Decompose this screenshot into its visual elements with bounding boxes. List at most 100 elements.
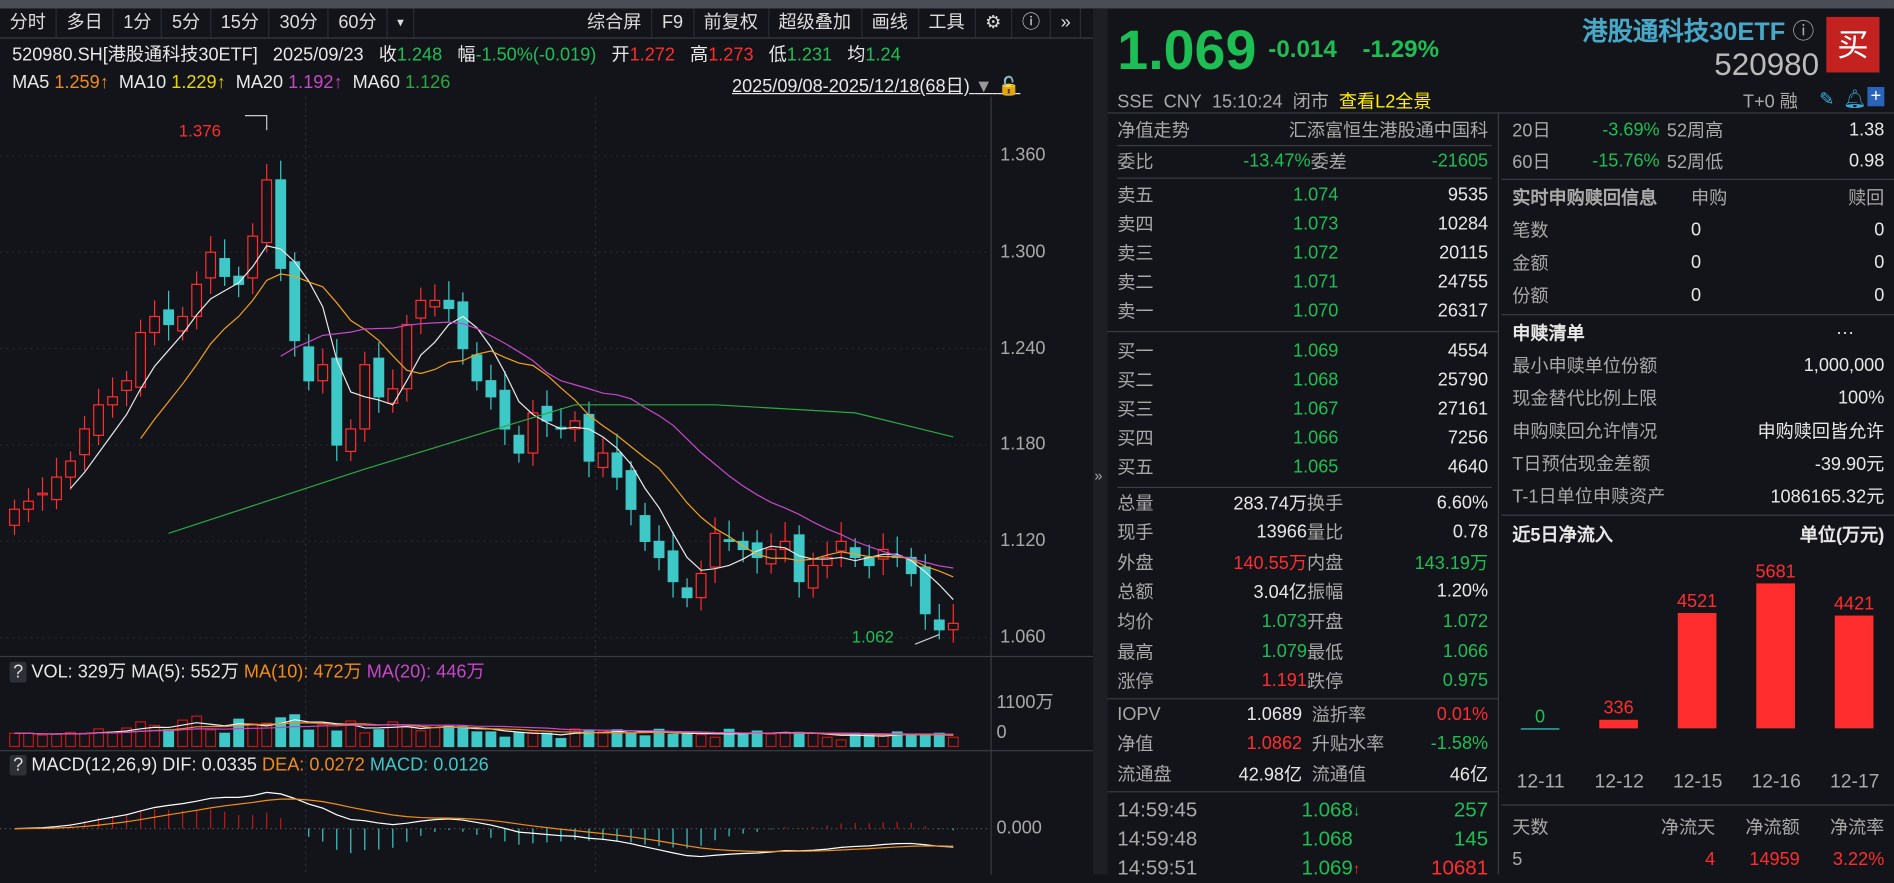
window-tab-strip[interactable] [0, 0, 1894, 9]
help-icon[interactable]: ⓘ [1012, 8, 1051, 38]
super-overlay-button[interactable]: 超级叠加 [769, 8, 862, 38]
kline-chart[interactable] [0, 0, 1093, 875]
stat-label: 最低 [1306, 641, 1344, 663]
period-tab-30m[interactable]: 30分 [270, 8, 329, 38]
stat-label: 总额 [1117, 582, 1154, 604]
netflow-bar [1834, 615, 1874, 729]
ask-row: 卖二 1.071 24755 [1117, 268, 1488, 297]
volume-bar [947, 736, 959, 748]
vol-ma5: MA(5): 552万 [131, 661, 239, 683]
price-tick-label: 1.240 [1000, 337, 1046, 359]
candle [849, 547, 861, 559]
net-inflow-chart: 0 336 4521 5681 4421 [1520, 561, 1874, 730]
macd-help-button[interactable]: ? [9, 754, 27, 776]
volume-bar [485, 731, 497, 748]
period-tab-5m[interactable]: 5分 [162, 8, 212, 38]
tick-row: 14:59:48 1.068 145 [1117, 825, 1488, 854]
summary-header: 天数 [1512, 817, 1549, 838]
candle [695, 572, 707, 599]
panel-splitter[interactable]: » [1093, 8, 1108, 875]
netflow-title: 近5日净流入 [1512, 524, 1613, 546]
candle [835, 540, 847, 552]
collapse-icon[interactable]: » [1094, 467, 1103, 485]
divider [1117, 486, 1492, 488]
weibi-value: -13.47% [1243, 150, 1311, 171]
t0-badge: T+0 [1742, 91, 1775, 113]
composite-screen-button[interactable]: 综合屏 [577, 8, 653, 38]
bid-row: 买二 1.068 25790 [1117, 365, 1488, 394]
period-tab-1m[interactable]: 1分 [114, 8, 163, 38]
realtime-label: 笔数 [1512, 220, 1549, 241]
tick-price: 1.068 [1301, 798, 1353, 822]
high-value: 1.273 [708, 44, 754, 66]
bell-icon[interactable]: 🔔︎ [1843, 89, 1867, 110]
stat-label: 换手 [1306, 493, 1344, 514]
period-tab-multi-day[interactable]: 多日 [57, 8, 114, 38]
lock-icon[interactable]: 🔓 [997, 76, 1021, 97]
macd-axis-zero: 0.000 [996, 817, 1042, 839]
nav-trend-label: 净值走势 [1117, 120, 1190, 141]
list-label: 申购赎回允许情况 [1512, 420, 1658, 442]
list-title: 申赎清单 [1512, 323, 1585, 344]
f9-button[interactable]: F9 [652, 8, 694, 38]
summary-value: 3.22% [1832, 848, 1885, 870]
date-range[interactable]: 2025/09/08-2025/12/18(68日) [731, 76, 970, 97]
period-tab-fenshi[interactable]: 分时 [0, 8, 57, 38]
bid-label: 买四 [1117, 428, 1154, 450]
list-row: 最小申赎单位份额 1,000,000 [1512, 350, 1884, 379]
exchange: SSE [1117, 91, 1154, 113]
list-row: T-1日单位申赎资产 1086165.32元 [1512, 481, 1884, 510]
realtime-label: 金额 [1512, 253, 1549, 274]
volume-bar [779, 732, 791, 748]
tick-price: 1.068 [1301, 827, 1353, 851]
candle [261, 179, 273, 244]
period-tab-15m[interactable]: 15分 [211, 8, 270, 38]
more-button[interactable]: ··· [1836, 321, 1855, 343]
period-dropdown-icon[interactable]: ▾ [387, 8, 415, 38]
l2-panorama-link[interactable]: 查看L2全景 [1338, 91, 1432, 113]
stat-value: 283.74万 [1233, 493, 1307, 514]
tools-button[interactable]: 工具 [919, 8, 976, 38]
realtime-row: 份额 0 0 [1512, 280, 1884, 309]
list-label: 最小申赎单位份额 [1512, 355, 1658, 377]
volume-bar [653, 728, 665, 748]
dropdown-icon[interactable]: ▼ [974, 76, 993, 97]
gear-icon[interactable]: ⚙ [975, 8, 1013, 38]
candle [471, 354, 483, 382]
netflow-value-label: 336 [1603, 698, 1633, 718]
forward-adjust-button[interactable]: 前复权 [694, 8, 769, 38]
summary-header: 净流额 [1745, 817, 1800, 838]
candle-info-bar: 520980.SH[港股通科技30ETF] 2025/09/23 收1.248 … [12, 41, 1087, 66]
weicha-label: 委差 [1310, 151, 1347, 173]
ask-row: 卖三 1.072 20115 [1117, 238, 1488, 267]
ma5-value: 1.259↑ [54, 72, 109, 94]
arrow-up-icon: ↑ [1352, 860, 1361, 877]
candle [653, 540, 665, 559]
summary-value: 5 [1512, 848, 1523, 870]
add-icon[interactable]: + [1867, 86, 1885, 107]
volume-bar [345, 720, 357, 748]
redeem-value: 0 [1874, 219, 1885, 240]
edit-icon[interactable]: ✎ [1819, 89, 1835, 110]
netflow-date-label: 12-17 [1830, 771, 1880, 793]
etf-stat-value: 1.0689 [1246, 703, 1303, 725]
date-range-selector[interactable]: 2025/09/08-2025/12/18(68日) ▼ 🔓 [732, 72, 1020, 97]
volume-bar [9, 732, 20, 748]
price-tick-label: 1.180 [1000, 434, 1046, 455]
candle [779, 540, 791, 551]
candle [569, 420, 581, 430]
stat-label: 总量 [1117, 493, 1154, 514]
buy-button[interactable]: 买 [1826, 16, 1880, 73]
volume-bar [667, 733, 679, 748]
candle [611, 452, 623, 478]
volume-help-button[interactable]: ? [9, 661, 27, 683]
summary-header: 净流天 [1660, 817, 1716, 838]
info-icon[interactable]: ⓘ [1792, 19, 1815, 44]
tick-time: 14:59:48 [1117, 827, 1198, 851]
volume-bar [317, 723, 329, 748]
netflow-value-label: 4521 [1677, 591, 1717, 611]
period-tab-60m[interactable]: 60分 [329, 8, 388, 38]
expand-icon[interactable]: » [1051, 8, 1082, 38]
bid-volume: 25790 [1437, 369, 1489, 390]
draw-line-button[interactable]: 画线 [862, 8, 919, 38]
